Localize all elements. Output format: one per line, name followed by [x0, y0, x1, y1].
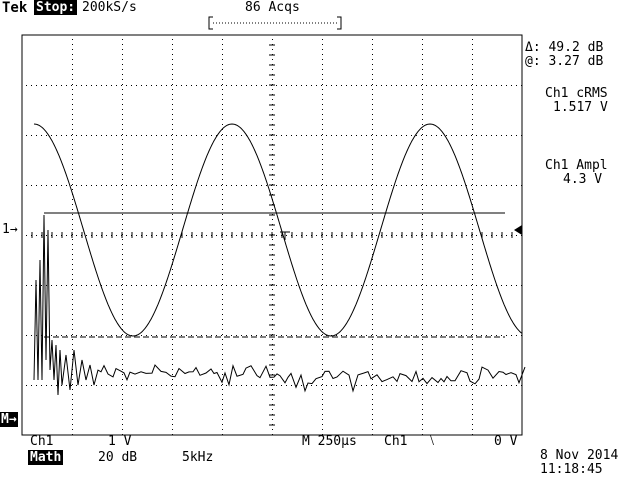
- trigger-level: 0 V: [494, 434, 518, 449]
- ch1-scale: 1 V: [108, 434, 132, 449]
- sample-rate: 200kS/s: [82, 0, 137, 15]
- measurement-1-label: Ch1 cRMS: [545, 86, 608, 101]
- ch1-ground-marker: 1→: [2, 222, 18, 237]
- measurement-1-value: 1.517 V: [553, 100, 608, 115]
- ch1-label: Ch1: [30, 434, 54, 449]
- math-label: Math: [28, 450, 64, 465]
- trigger-level-arrow-icon: [514, 225, 522, 235]
- date-readout: 8 Nov 2014: [540, 448, 619, 463]
- trigger-slope-icon: ⧵: [430, 434, 435, 449]
- cursor-at-readout: @: 3.27 dB: [525, 54, 604, 69]
- run-state-badge: Stop:: [34, 0, 78, 15]
- math-reference-marker: M→: [0, 412, 18, 427]
- graticule: [21, 34, 523, 436]
- math-scale: 20 dB: [98, 450, 138, 465]
- brand-logo: Tek: [2, 0, 28, 16]
- math-fft-trace: [33, 214, 526, 396]
- measurement-2-label: Ch1 Ampl: [545, 158, 608, 173]
- traces: [33, 123, 526, 396]
- cursor-delta-readout: Δ: 49.2 dB: [525, 40, 604, 55]
- record-position-bracket: [208, 16, 342, 30]
- trigger-source: Ch1: [384, 434, 408, 449]
- time-readout: 11:18:45: [540, 462, 603, 477]
- timebase: M 250µs: [302, 434, 357, 449]
- measurement-2-value: 4.3 V: [563, 172, 603, 187]
- ch1-sine-trace: [33, 123, 523, 337]
- acquisition-count: 86 Acqs: [245, 0, 300, 15]
- math-frequency: 5kHz: [182, 450, 214, 465]
